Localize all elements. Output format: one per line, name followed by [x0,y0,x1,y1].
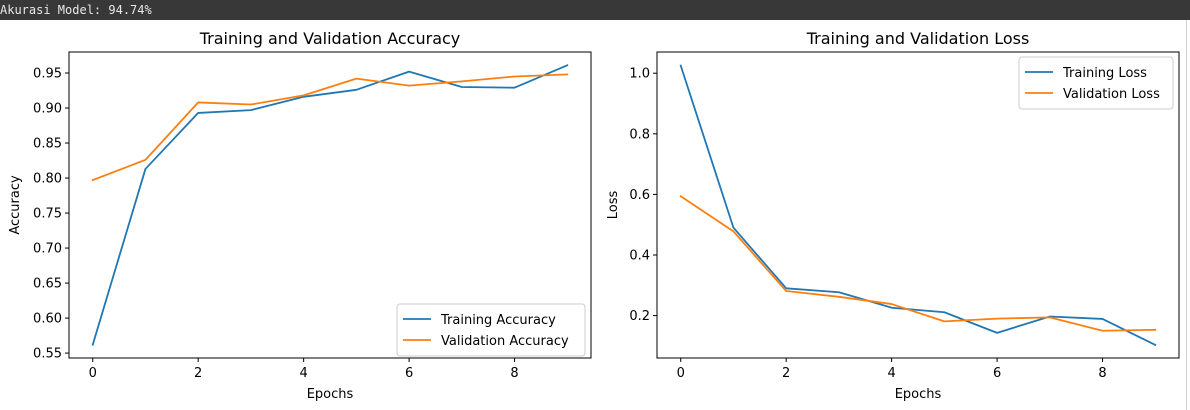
plot-frame [656,51,1180,359]
series-line-training-loss [679,64,1157,347]
x-tick-label: 8 [510,366,518,381]
y-tick-label: 1.0 [629,67,650,82]
y-tick-label: 0.65 [33,277,62,292]
x-tick-label: 8 [1098,366,1106,381]
cell-output-border [1186,20,1187,410]
loss-chart: Training and Validation Loss Epochs Loss 0 2… [606,29,1180,402]
legend-label: Validation Loss [1063,87,1160,102]
y-tick-label: 0.95 [33,67,62,82]
y-tick-label: 0.75 [33,207,62,222]
training-history-figure: Training and Validation Accuracy Epochs Ac… [8,29,1180,402]
y-tick-label: 0.6 [629,188,650,203]
x-tick-label: 0 [89,366,97,381]
legend-box [1018,56,1174,110]
y-tick-label: 0.85 [33,137,62,152]
chart-title: Training and Validation Accuracy [199,29,461,48]
legend-box [396,303,586,357]
accuracy-chart: Training and Validation Accuracy Epochs Ac… [8,29,592,402]
x-axis-label: Epochs [895,387,942,402]
x-tick-label: 6 [405,366,413,381]
y-tick-label: 0.2 [629,309,650,324]
console-output-bar: Akurasi Model: 94.74% [0,0,1190,20]
y-tick-label: 0.60 [33,312,62,327]
model-accuracy-output: Akurasi Model: 94.74% [0,3,152,17]
x-tick-label: 6 [993,366,1001,381]
plot-frame [68,51,592,359]
legend-label: Training Accuracy [440,313,556,328]
y-tick-label: 0.70 [33,242,62,257]
x-tick-label: 2 [194,366,202,381]
y-axis-label: Loss [606,191,621,220]
x-tick-label: 4 [887,366,895,381]
series-line-validation-loss [679,194,1157,332]
y-tick-label: 0.8 [629,127,650,142]
legend-label: Training Loss [1062,66,1147,81]
x-tick-label: 0 [677,366,685,381]
x-tick-label: 4 [299,366,307,381]
chart-title: Training and Validation Loss [806,29,1030,48]
y-tick-label: 0.90 [33,102,62,117]
x-axis-label: Epochs [307,387,354,402]
y-tick-label: 0.55 [33,347,62,362]
legend-label: Validation Accuracy [441,334,569,349]
y-tick-label: 0.80 [33,172,62,187]
series-line-validation-accuracy [91,73,569,182]
y-axis-label: Accuracy [8,175,23,235]
series-line-training-accuracy [91,64,569,346]
y-tick-label: 0.4 [629,248,650,263]
x-tick-label: 2 [782,366,790,381]
